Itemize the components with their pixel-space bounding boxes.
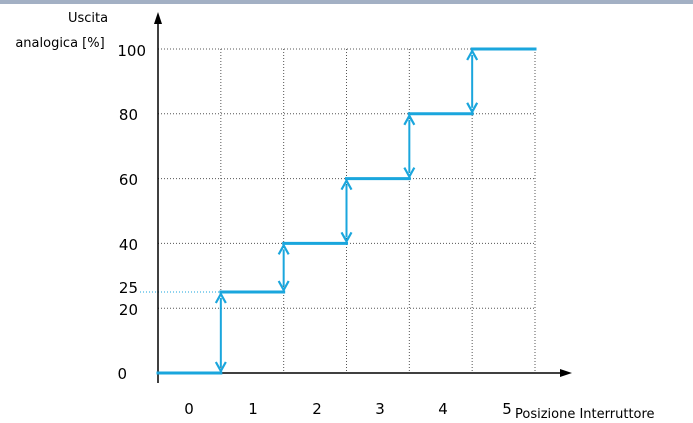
arrowhead-up xyxy=(466,48,479,61)
y-axis-label-line-2: analogica [%] xyxy=(15,36,104,51)
x-axis-arrowhead xyxy=(560,369,572,377)
double-arrow xyxy=(214,291,227,374)
y-tick-label: 40 xyxy=(119,236,138,254)
arrowhead-down xyxy=(340,231,353,244)
y-tick-label: 60 xyxy=(119,171,138,189)
double-arrows xyxy=(214,48,479,374)
grid xyxy=(140,48,536,373)
arrowhead-up xyxy=(340,178,353,191)
x-tick-label: 5 xyxy=(502,400,512,418)
x-tick-label: 4 xyxy=(438,400,448,418)
x-tick-label: 0 xyxy=(184,400,194,418)
series xyxy=(156,47,537,375)
y-axis-label-line-1: Uscita xyxy=(68,11,108,26)
y-axis-arrowhead xyxy=(154,12,162,24)
arrowhead-down xyxy=(466,102,479,115)
axes xyxy=(154,12,572,383)
arrowhead-down xyxy=(277,280,290,293)
arrowhead-down xyxy=(214,361,227,374)
y-tick-label: 20 xyxy=(119,301,138,319)
top-border xyxy=(0,0,693,4)
double-arrow xyxy=(466,48,479,115)
y-tick-label: 80 xyxy=(119,106,138,124)
arrowhead-up xyxy=(214,291,227,304)
y-tick-label: 100 xyxy=(117,42,146,60)
arrowhead-up xyxy=(403,113,416,126)
x-axis-label: Posizione Interruttore xyxy=(515,407,655,422)
arrowhead-down xyxy=(403,167,416,179)
arrowhead-up xyxy=(277,243,290,255)
double-arrow xyxy=(403,113,416,179)
x-tick-label: 3 xyxy=(375,400,385,418)
double-arrow xyxy=(340,178,353,244)
x-tick-label: 1 xyxy=(248,400,258,418)
x-tick-label: 2 xyxy=(312,400,322,418)
double-arrow xyxy=(277,243,290,293)
y-tick-label: 0 xyxy=(117,365,127,383)
y-tick-label-highlight: 25 xyxy=(119,279,138,297)
labels: Uscita analogica [%] Posizione Interrutt… xyxy=(15,11,654,422)
